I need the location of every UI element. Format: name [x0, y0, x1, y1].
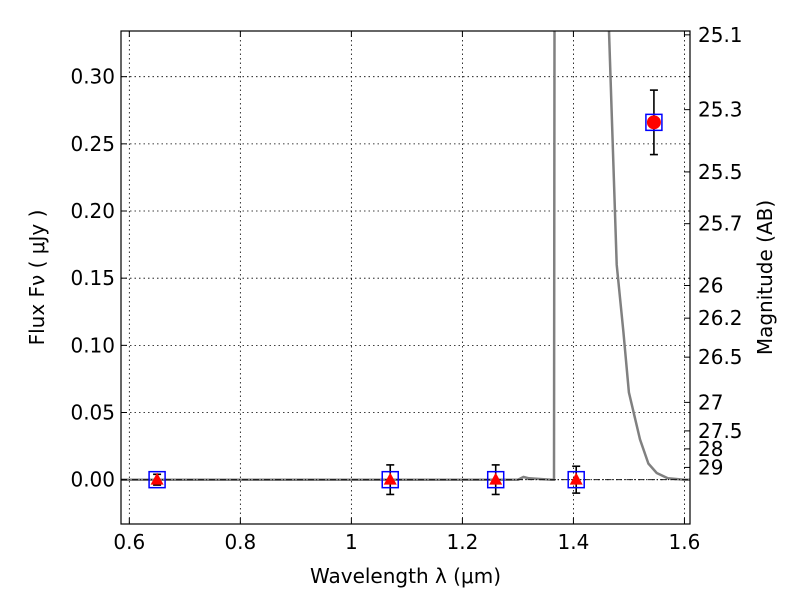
upper-limit-triangle	[569, 472, 583, 485]
upper-limit-triangle	[150, 472, 164, 485]
grid-lines	[121, 31, 690, 524]
x-axis-title: Wavelength λ (μm)	[310, 564, 501, 588]
x-tick-label: 1	[345, 530, 358, 554]
y-tick-label: 0.15	[70, 266, 115, 290]
magnitude-tick-label: 25.5	[698, 160, 743, 184]
x-axis-ticks: 0.6 0.8 1 1.2 1.4 1.6	[113, 31, 700, 554]
magnitude-tick-label: 25.1	[698, 23, 743, 47]
y-tick-label: 0.25	[70, 132, 115, 156]
y-tick-label: 0.00	[70, 468, 115, 492]
x-tick-label: 1.6	[669, 530, 701, 554]
model-sed-path	[121, 31, 690, 481]
model-flux-box	[381, 470, 399, 489]
x-tick-label: 1.2	[446, 530, 478, 554]
magnitude-tick-label: 29	[698, 455, 723, 479]
y-tick-label: 0.05	[70, 401, 115, 425]
magnitude-tick-label: 27	[698, 390, 723, 414]
x-tick-label: 1.4	[558, 530, 590, 554]
magnitude-tick-label: 26.5	[698, 345, 743, 369]
magnitude-tick-label: 26.2	[698, 306, 743, 330]
model-flux-box	[148, 470, 166, 489]
upper-limit-triangle	[489, 472, 503, 485]
model-flux-box	[567, 470, 585, 489]
model-flux-box	[645, 113, 663, 132]
upper-limit-triangle	[383, 472, 397, 485]
x-tick-label: 0.8	[224, 530, 256, 554]
plot-frame	[120, 30, 691, 525]
model-sed-line	[121, 31, 690, 481]
y-axis-ticks: 0.00 0.05 0.10 0.15 0.20 0.25 0.30	[70, 65, 127, 492]
model-flux-box	[486, 470, 505, 489]
detection-point	[646, 115, 661, 130]
magnitude-tick-label: 25.3	[698, 98, 743, 122]
data-markers	[148, 89, 663, 496]
magnitude-tick-label: 28	[698, 437, 723, 461]
y-axis-title-flux: Flux Fν ( μJy )	[25, 210, 49, 346]
y-tick-label: 0.30	[70, 65, 115, 89]
y-tick-label: 0.10	[70, 333, 115, 357]
magnitude-tick-label: 26	[698, 273, 723, 297]
magnitude-tick-label: 27.5	[698, 419, 743, 443]
y-tick-label: 0.20	[70, 199, 115, 223]
x-tick-label: 0.6	[113, 530, 145, 554]
magnitude-tick-label: 25.7	[698, 212, 743, 236]
y-axis-title-magnitude: Magnitude (AB)	[753, 200, 777, 355]
